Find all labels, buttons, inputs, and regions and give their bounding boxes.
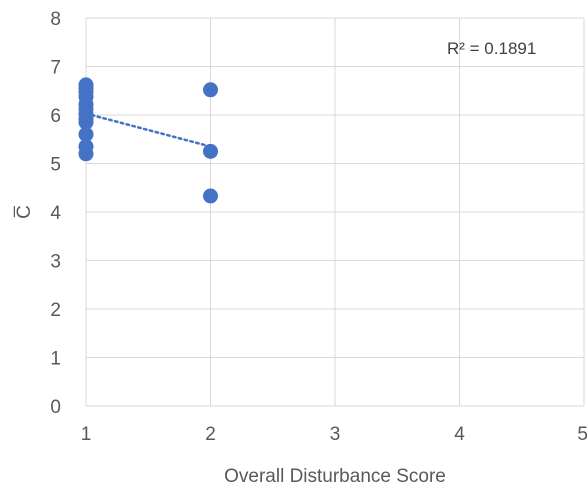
y-tick-label: 5 <box>50 155 61 176</box>
y-axis-title: C̅ <box>14 205 35 219</box>
x-tick-label: 2 <box>205 424 216 445</box>
x-axis-title: Overall Disturbance Score <box>224 466 446 487</box>
y-tick-label: 1 <box>50 349 61 370</box>
data-point <box>203 188 218 204</box>
trendline <box>84 112 212 148</box>
x-tick-label: 3 <box>330 424 341 445</box>
data-points <box>78 77 218 204</box>
x-tick-labels: 1 2 3 4 5 <box>81 424 588 445</box>
grid-lines <box>85 17 585 407</box>
data-point <box>78 126 94 142</box>
data-point <box>78 114 94 130</box>
x-tick-label: 1 <box>81 424 92 445</box>
data-point <box>203 143 218 159</box>
y-tick-labels: 0 1 2 3 4 5 6 7 8 <box>50 9 61 418</box>
y-tick-label: 3 <box>50 252 61 273</box>
x-tick-label: 5 <box>577 424 588 445</box>
data-point <box>203 82 218 98</box>
data-point <box>78 146 94 162</box>
r-squared-annotation: R² = 0.1891 <box>447 39 536 58</box>
trendline-group <box>84 112 212 148</box>
x-tick-label: 4 <box>454 424 465 445</box>
y-tick-label: 2 <box>50 300 61 321</box>
y-tick-label: 8 <box>50 9 61 30</box>
y-tick-label: 4 <box>50 203 61 224</box>
y-tick-label: 6 <box>50 106 61 127</box>
y-tick-label: 0 <box>50 397 61 418</box>
y-tick-label: 7 <box>50 58 61 79</box>
